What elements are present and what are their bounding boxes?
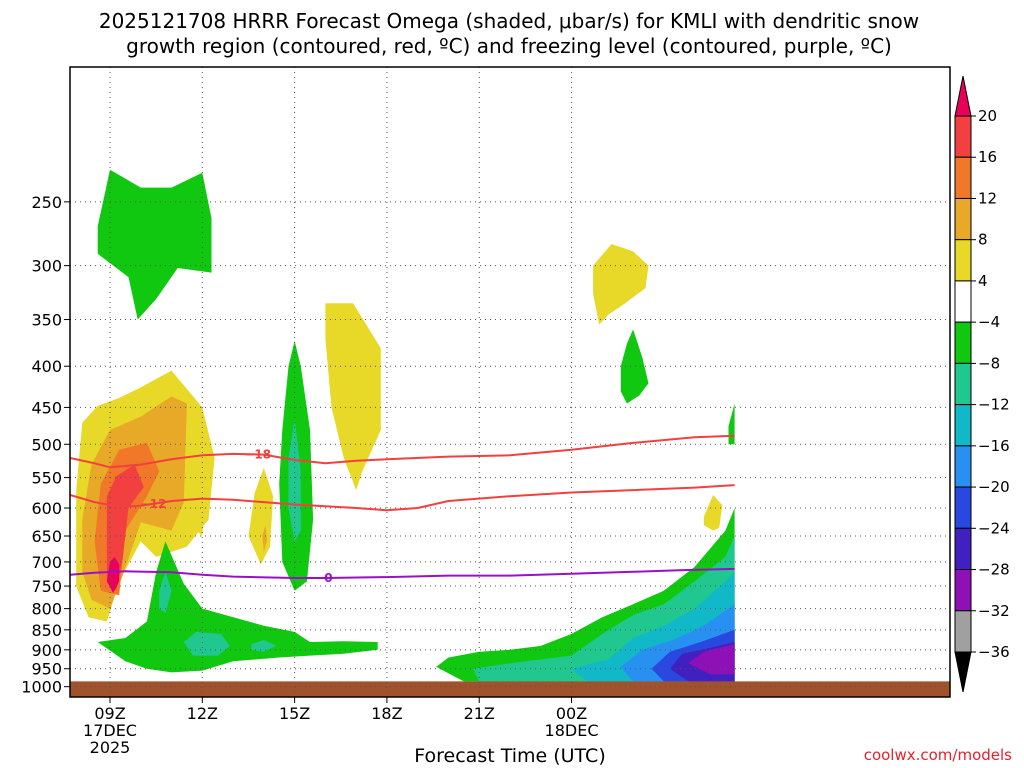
plot-inner: −18 −12 0 xyxy=(70,67,950,697)
omega-region-19 xyxy=(728,403,735,445)
colorbar-segment-6 xyxy=(954,362,972,406)
ground-surface xyxy=(70,681,950,697)
omega-region-12 xyxy=(97,541,378,673)
omega-region-5 xyxy=(106,556,120,593)
colorbar: 20 16 12 8 4 −4 −8 −12 −16 −20 −24 −28 −32 −36 xyxy=(954,75,1010,693)
omega-region-4 xyxy=(106,464,144,591)
y-tick-label-1000: 1000 xyxy=(21,678,62,697)
y-axis-ticks: 2503003504004505005506006507007508008509… xyxy=(21,193,70,697)
plot-area: −18 −12 0 xyxy=(69,66,951,698)
omega-region-13 xyxy=(159,571,172,613)
contour-label-dgz-minus12: −12 xyxy=(140,497,167,511)
y-tick-label-600: 600 xyxy=(31,499,62,518)
omega-region-0 xyxy=(97,169,212,320)
x-tick-label-15Z: 15Z xyxy=(279,704,310,723)
y-tick-label-900: 900 xyxy=(31,641,62,660)
x-tick-date-00Z: 18DEC xyxy=(545,721,599,740)
contour-freezing-level-zero xyxy=(70,567,735,579)
plot-frame xyxy=(69,66,951,698)
colorbar-segment-8 xyxy=(954,445,972,488)
colorbar-label-7: −12 xyxy=(978,396,1010,414)
colorbar-label-0: 20 xyxy=(978,107,997,125)
contour-label-freezing-level-zero: 0 xyxy=(324,571,332,585)
x-tick-label-18Z: 18Z xyxy=(371,704,402,723)
colorbar-segment-11 xyxy=(954,569,972,612)
colorbar-label-2: 12 xyxy=(978,189,997,207)
colorbar-top-arrow xyxy=(954,75,972,117)
x-tick-date-09Z: 17DEC xyxy=(83,721,137,740)
colorbar-label-6: −8 xyxy=(978,354,1000,372)
contour-dgz-minus12 xyxy=(70,484,735,512)
colorbar-segment-5 xyxy=(954,321,972,364)
colorbar-segment-2 xyxy=(954,197,972,241)
colorbar-label-3: 8 xyxy=(978,231,988,249)
colorbar-segment-4 xyxy=(954,280,972,323)
y-tick-label-300: 300 xyxy=(31,257,62,276)
y-tick-label-350: 350 xyxy=(31,311,62,330)
y-tick-label-650: 650 xyxy=(31,527,62,546)
x-tick-label-09Z: 09Z xyxy=(94,704,125,723)
colorbar-label-10: −24 xyxy=(978,519,1010,537)
colorbar-label-13: −36 xyxy=(978,643,1010,661)
omega-region-26 xyxy=(688,643,735,675)
x-tick-label-21Z: 21Z xyxy=(464,704,495,723)
colorbar-segment-12 xyxy=(954,610,972,653)
colorbar-label-1: 16 xyxy=(978,148,997,166)
y-tick-label-450: 450 xyxy=(31,398,62,417)
omega-region-9 xyxy=(325,303,381,491)
chart-title-line-2: growth region (contoured, red, ºC) and f… xyxy=(126,34,892,58)
colorbar-label-5: −4 xyxy=(978,313,1000,331)
y-tick-label-250: 250 xyxy=(31,193,62,212)
omega-region-15 xyxy=(251,640,277,652)
colorbar-segment-3 xyxy=(954,239,972,282)
y-tick-label-400: 400 xyxy=(31,357,62,376)
x-tick-label-12Z: 12Z xyxy=(187,704,218,723)
contour-dgz-minus18 xyxy=(70,434,735,469)
x-tick-label-00Z: 00Z xyxy=(556,704,587,723)
colorbar-label-9: −20 xyxy=(978,478,1010,496)
x-tick-year-09Z: 2025 xyxy=(90,738,131,757)
y-tick-label-800: 800 xyxy=(31,600,62,619)
y-tick-label-500: 500 xyxy=(31,435,62,454)
omega-region-16 xyxy=(593,244,649,325)
colorbar-bottom-arrow xyxy=(954,651,972,693)
credit-text: coolwx.com/models xyxy=(864,746,1012,764)
y-tick-label-750: 750 xyxy=(31,577,62,596)
y-tick-label-700: 700 xyxy=(31,553,62,572)
omega-region-6 xyxy=(190,493,206,536)
omega-region-17 xyxy=(620,329,649,404)
chart-title-line-1: 2025121708 HRRR Forecast Omega (shaded, … xyxy=(99,9,919,33)
colorbar-label-11: −28 xyxy=(978,561,1010,579)
contour-label-dgz-minus18: −18 xyxy=(244,447,271,461)
colorbar-segment-10 xyxy=(954,527,972,571)
omega-region-7 xyxy=(248,467,274,565)
y-tick-label-550: 550 xyxy=(31,469,62,488)
colorbar-segment-1 xyxy=(954,156,972,199)
plot-background xyxy=(70,67,950,697)
x-axis-label: Forecast Time (UTC) xyxy=(414,745,605,767)
omega-region-11 xyxy=(288,418,301,542)
y-tick-label-950: 950 xyxy=(31,660,62,679)
omega-region-8 xyxy=(262,525,267,552)
colorbar-label-4: 4 xyxy=(978,272,988,290)
colorbar-label-12: −32 xyxy=(978,602,1010,620)
colorbar-segment-7 xyxy=(954,404,972,447)
colorbar-segment-0 xyxy=(954,115,972,158)
colorbar-segment-9 xyxy=(954,486,972,529)
y-tick-label-850: 850 xyxy=(31,621,62,640)
omega-region-18 xyxy=(703,495,723,531)
colorbar-label-8: −16 xyxy=(978,437,1010,455)
